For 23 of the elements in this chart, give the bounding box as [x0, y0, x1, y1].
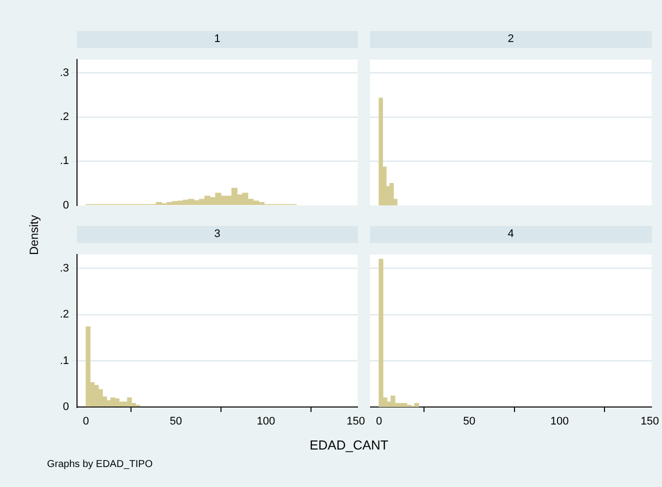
- y-tick-label: .3: [60, 262, 69, 274]
- chart-title: 2: [370, 31, 652, 48]
- y-tick-label: 0: [62, 401, 69, 414]
- y-tick-label: .2: [60, 308, 69, 321]
- x-tick-label: 150: [346, 416, 366, 428]
- y-tick-label: .2: [60, 111, 69, 124]
- x-tick-label: 100: [550, 416, 569, 428]
- text: Graphs by EDAD_TIPO: [47, 459, 153, 470]
- x-tick-label: 50: [170, 416, 182, 428]
- y-tick-label: .1: [60, 354, 69, 367]
- y-tick-label: 0: [62, 199, 69, 212]
- y-axis-title: Density: [27, 214, 41, 256]
- x-tick-label: 100: [256, 416, 276, 428]
- chart-title: 1: [77, 31, 358, 48]
- x-axis-title: EDAD_CANT: [310, 438, 388, 452]
- y-tick-label: .1: [60, 155, 69, 168]
- x-tick-label: 50: [463, 416, 476, 428]
- y-tick-label: .3: [60, 66, 69, 79]
- x-tick-label: 150: [640, 416, 660, 428]
- x-tick-label: 0: [82, 416, 90, 428]
- x-tick-label: 0: [376, 416, 382, 428]
- chart-title: 4: [370, 226, 652, 243]
- chart-title: 3: [77, 226, 358, 243]
